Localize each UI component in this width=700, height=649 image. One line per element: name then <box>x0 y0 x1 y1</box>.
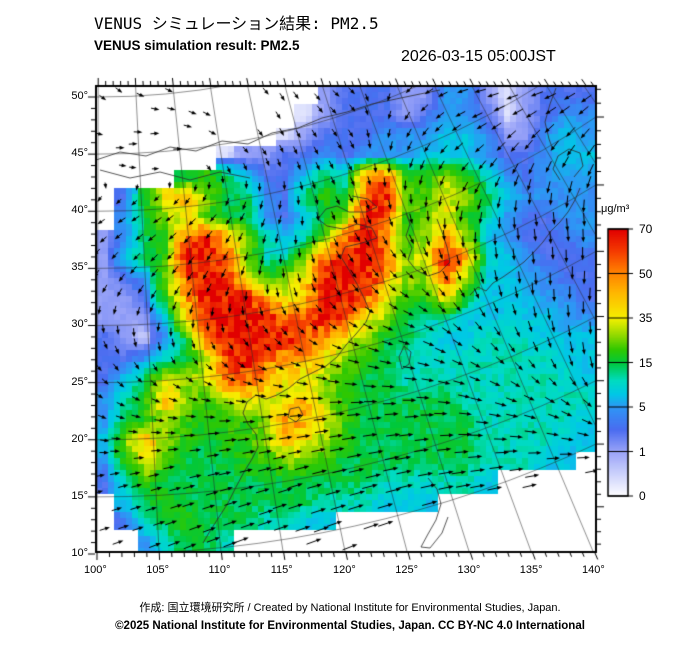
lat-tick-label: 50° <box>71 90 88 102</box>
footer-credit: 作成: 国立環境研究所 / Created by National Instit… <box>139 602 561 614</box>
lat-tick-label: 35° <box>71 261 88 274</box>
timestamp-label: 2026-03-15 05:00JST <box>401 48 556 65</box>
colorbar-tick-label: 5 <box>639 400 646 414</box>
lon-tick-label: 140° <box>582 564 605 576</box>
lat-tick-label: 40° <box>71 204 88 217</box>
lon-tick-label: 110° <box>208 564 231 576</box>
lat-tick-label: 15° <box>71 489 88 502</box>
colorbar-tick-label: 35 <box>639 311 653 325</box>
lat-tick-label: 30° <box>71 318 88 331</box>
lat-tick-label: 10° <box>71 546 88 559</box>
lon-tick-label: 120° <box>333 564 356 576</box>
lon-tick-label: 135° <box>519 564 543 576</box>
lat-tick-label: 20° <box>71 432 88 445</box>
colorbar-tick-label: 15 <box>639 355 653 370</box>
lon-tick-label: 100° <box>84 564 107 576</box>
lon-tick-label: 130° <box>457 564 481 576</box>
colorbar-tick-label: 50 <box>639 266 653 281</box>
colorbar-unit-label: μg/m³ <box>601 203 630 215</box>
colorbar-tick-label: 1 <box>639 444 646 459</box>
lat-tick-label: 25° <box>71 375 88 388</box>
lon-tick-label: 125° <box>395 564 419 576</box>
colorbar-tick-label: 70 <box>639 222 653 236</box>
colorbar-tick-label: 0 <box>639 489 646 503</box>
page-title-japanese: VENUS シミュレーション結果: PM2.5 <box>94 14 379 33</box>
footer-license: ©2025 National Institute for Environment… <box>115 620 585 632</box>
page-title-english: VENUS simulation result: PM2.5 <box>94 38 300 53</box>
lon-tick-label: 105° <box>146 564 170 576</box>
lon-tick-label: 115° <box>270 564 293 576</box>
lat-tick-label: 45° <box>71 147 88 160</box>
